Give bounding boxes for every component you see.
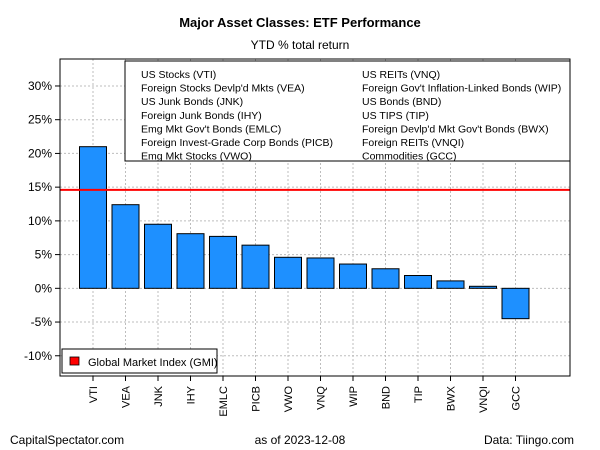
- y-tick-label: -5%: [31, 315, 53, 329]
- legend-entry: Foreign REITs (VNQI): [362, 137, 464, 149]
- bar-emlc: [209, 235, 237, 289]
- y-tick-label: 30%: [28, 79, 52, 93]
- footer-data-credit: Data: Tiingo.com: [483, 433, 574, 447]
- x-tick-label: BND: [381, 386, 393, 409]
- legend-entry: Foreign Gov't Inflation-Linked Bonds (WI…: [362, 83, 561, 95]
- bar-bwx: [436, 280, 465, 289]
- x-tick-label: PICB: [251, 386, 263, 412]
- x-tick-label: VNQI: [478, 386, 490, 413]
- y-tick-label: 5%: [35, 248, 53, 262]
- x-tick-label: TIP: [413, 386, 425, 403]
- legend-top: US Stocks (VTI) Foreign Stocks Devlp'd Mk…: [124, 60, 571, 163]
- legend-entry: Emg Mkt Stocks (VWO): [141, 151, 252, 163]
- chart-title: Major Asset Classes: ETF Performance: [179, 15, 421, 30]
- bar-tip: [404, 275, 432, 289]
- x-tick-label: EMLC: [218, 386, 230, 417]
- x-tick-label: JNK: [153, 385, 165, 406]
- x-tick-label: VWO: [283, 386, 295, 413]
- gmi-legend-label: Global Market Index (GMI): [88, 357, 218, 369]
- bar-vwo: [274, 256, 302, 289]
- legend-entry: US Stocks (VTI): [141, 69, 216, 81]
- chart-subtitle: YTD % total return: [250, 38, 350, 52]
- x-tick-label: GCC: [511, 386, 523, 411]
- bar-vnqi: [469, 285, 497, 289]
- x-tick-label: BWX: [446, 385, 458, 411]
- legend-bottom: Global Market Index (GMI): [61, 348, 218, 374]
- legend-entry: Emg Mkt Gov't Bonds (EMLC): [141, 123, 281, 135]
- legend-entry: Commodities (GCC): [362, 151, 457, 163]
- legend-entry: US REITs (VNQ): [362, 69, 440, 81]
- y-tick-label: 25%: [28, 113, 52, 127]
- bar-gcc: [501, 287, 530, 320]
- bar-vti: [79, 146, 107, 289]
- x-axis: VTI VEA JNK IHY EMLC PICB VWO VNQ WIP BND TIP BWX VN…: [88, 376, 523, 417]
- legend-entry: US Junk Bonds (JNK): [141, 96, 243, 108]
- gmi-legend-swatch: [69, 356, 80, 366]
- footer-date: as of 2023-12-08: [254, 433, 346, 447]
- bar-vea: [111, 204, 140, 289]
- footer-source-site: CapitalSpectator.com: [10, 433, 125, 447]
- y-axis: -10% -5% 0% 5% 10% 15% 20% 25% 30%: [24, 79, 60, 363]
- legend-entry: Foreign Junk Bonds (IHY): [141, 110, 262, 122]
- legend-entry: Foreign Stocks Devlp'd Mkts (VEA): [141, 83, 305, 95]
- y-tick-label: 10%: [28, 214, 52, 228]
- y-tick-label: 20%: [28, 146, 52, 160]
- gmi-legend-box: [61, 348, 218, 374]
- legend-entry: US Bonds (BND): [362, 96, 441, 108]
- x-tick-label: VNQ: [316, 386, 328, 410]
- legend-box: [124, 60, 571, 162]
- plot-frame: [59, 58, 571, 377]
- bar-bnd: [371, 268, 400, 289]
- y-tick-label: -10%: [24, 349, 52, 363]
- legend-entry: Foreign Invest-Grade Corp Bonds (PICB): [141, 137, 333, 149]
- bars: [79, 146, 530, 320]
- legend-entry: Foreign Devlp'd Mkt Gov't Bonds (BWX): [362, 123, 549, 135]
- bar-wip: [339, 263, 367, 289]
- bar-jnk: [144, 223, 172, 289]
- bar-ihy: [176, 233, 205, 289]
- y-tick-label: 15%: [28, 180, 52, 194]
- bar-vnq: [306, 257, 335, 289]
- x-tick-label: WIP: [348, 386, 360, 407]
- x-tick-label: IHY: [186, 385, 198, 404]
- x-tick-label: VEA: [121, 385, 133, 408]
- bar-picb: [241, 244, 270, 289]
- y-tick-label: 0%: [35, 281, 53, 295]
- legend-entry: US TIPS (TIP): [362, 110, 429, 122]
- x-tick-label: VTI: [88, 386, 100, 403]
